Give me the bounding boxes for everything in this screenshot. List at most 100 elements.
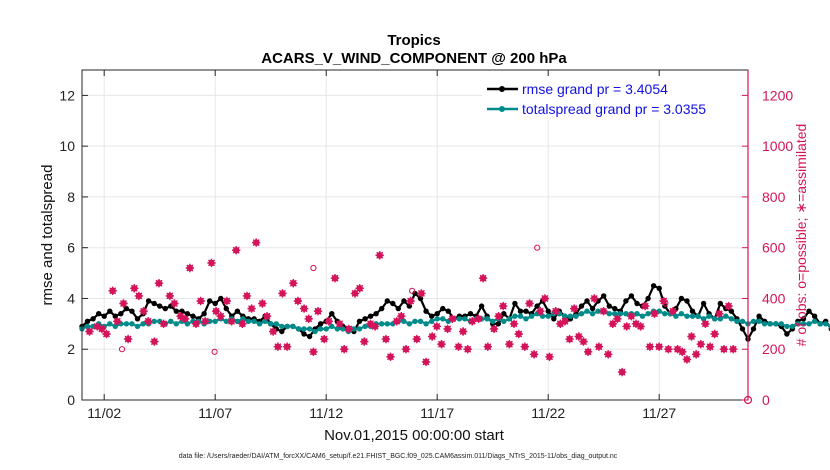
- spread-point: [484, 316, 490, 322]
- obs-assimilated-point: [494, 312, 503, 321]
- obs-marker-star: [97, 324, 107, 334]
- obs-assimilated-point: [678, 347, 687, 356]
- spread-point: [151, 318, 157, 324]
- obs-marker-star: [386, 352, 395, 361]
- obs-assimilated-point: [627, 312, 636, 321]
- spread-point: [717, 316, 723, 322]
- obs-marker-star: [514, 329, 523, 339]
- obs-marker-star: [540, 294, 550, 303]
- rmse-point: [173, 308, 179, 314]
- obs-assimilated-point: [454, 342, 463, 351]
- obs-assimilated-point: [335, 319, 344, 328]
- spread-point: [240, 316, 246, 322]
- obs-assimilated-point: [710, 329, 719, 339]
- obs-marker-star: [583, 347, 593, 356]
- spread-point: [329, 323, 335, 330]
- obs-marker-star: [113, 317, 122, 326]
- spread-point: [656, 308, 662, 314]
- obs-marker-star: [570, 304, 579, 313]
- rmse-point: [190, 313, 196, 319]
- obs-marker-star: [545, 352, 554, 361]
- obs-marker-star: [330, 274, 340, 283]
- obs-possible-point: [310, 264, 317, 272]
- spread-point: [767, 321, 773, 327]
- obs-assimilated-point: [143, 317, 153, 326]
- obs-assimilated-point: [238, 319, 247, 328]
- spread-point: [512, 313, 518, 319]
- obs-marker-star: [622, 322, 631, 331]
- rmse-point: [201, 311, 207, 317]
- obs-assimilated-point: [613, 314, 622, 323]
- obs-marker-star: [242, 291, 252, 301]
- obs-marker-star: [366, 319, 375, 328]
- obs-marker-star: [682, 355, 692, 364]
- obs-assimilated-point: [458, 327, 468, 336]
- plot-area: [82, 70, 748, 400]
- obs-marker-star: [499, 301, 508, 311]
- spread-point: [317, 326, 324, 332]
- obs-marker-star: [613, 314, 622, 323]
- obs-marker-star: [360, 337, 369, 346]
- obs-marker-star: [150, 337, 159, 346]
- rmse-point: [578, 303, 585, 309]
- spread-point: [440, 316, 446, 322]
- chart-subtitle: ACARS_V_WIND_COMPONENT @ 200 hPa: [261, 50, 567, 67]
- obs-marker-star: [417, 289, 426, 298]
- obs-assimilated-series: [85, 238, 738, 377]
- obs-assimilated-point: [474, 314, 483, 323]
- obs-marker-star: [201, 317, 210, 326]
- spread-point: [417, 318, 424, 324]
- obs-marker-star: [262, 312, 272, 321]
- obs-assimilated-point: [428, 332, 437, 341]
- obs-assimilated-point: [412, 334, 421, 344]
- obs-marker-star: [139, 307, 148, 316]
- obs-marker-star: [313, 307, 323, 316]
- spread-point: [678, 311, 685, 317]
- obs-assimilated-point: [273, 342, 283, 351]
- obs-assimilated-point: [130, 284, 139, 293]
- obs-assimilated-point: [313, 307, 323, 316]
- rmse-point: [517, 308, 524, 314]
- obs-marker-star: [238, 319, 247, 328]
- rmse-point: [395, 305, 401, 312]
- rmse-point: [656, 285, 662, 291]
- obs-marker-star: [448, 314, 457, 323]
- rmse-point: [739, 326, 746, 332]
- obs-assimilated-point: [514, 329, 523, 339]
- obs-assimilated-point: [579, 337, 588, 346]
- legend-rmse-label: rmse grand pr = 3.4054: [522, 81, 668, 97]
- obs-marker-star: [211, 307, 221, 316]
- spread-point: [256, 321, 263, 327]
- obs-marker-star: [520, 342, 529, 351]
- spread-point: [295, 326, 302, 332]
- spread-point: [506, 316, 513, 322]
- y2-tick-label: 600: [762, 240, 786, 256]
- obs-assimilated-point: [443, 324, 452, 334]
- obs-assimilated-point: [636, 322, 645, 331]
- spread-point: [689, 313, 696, 319]
- rmse-point: [756, 313, 762, 319]
- obs-assimilated-point: [701, 319, 710, 328]
- x-tick-label: 11/22: [531, 405, 565, 421]
- y2-tick-label: 1200: [762, 87, 793, 103]
- obs-marker-star: [119, 299, 128, 308]
- obs-assimilated-point: [201, 317, 210, 326]
- spread-point: [584, 308, 590, 314]
- obs-assimilated-point: [97, 324, 107, 334]
- obs-marker-star: [134, 291, 144, 301]
- spread-point: [517, 313, 524, 319]
- obs-marker-star: [579, 337, 588, 346]
- spread-point: [212, 318, 218, 324]
- obs-assimilated-point: [282, 342, 292, 351]
- obs-assimilated-point: [696, 340, 705, 349]
- spread-point: [739, 318, 746, 324]
- rmse-point: [806, 308, 812, 314]
- rmse-point: [606, 303, 612, 309]
- spread-point: [234, 318, 241, 324]
- obs-assimilated-point: [154, 279, 164, 288]
- obs-assimilated-point: [293, 296, 303, 306]
- spread-point: [645, 311, 651, 317]
- obs-marker-star: [641, 301, 650, 311]
- spread-point: [184, 321, 191, 327]
